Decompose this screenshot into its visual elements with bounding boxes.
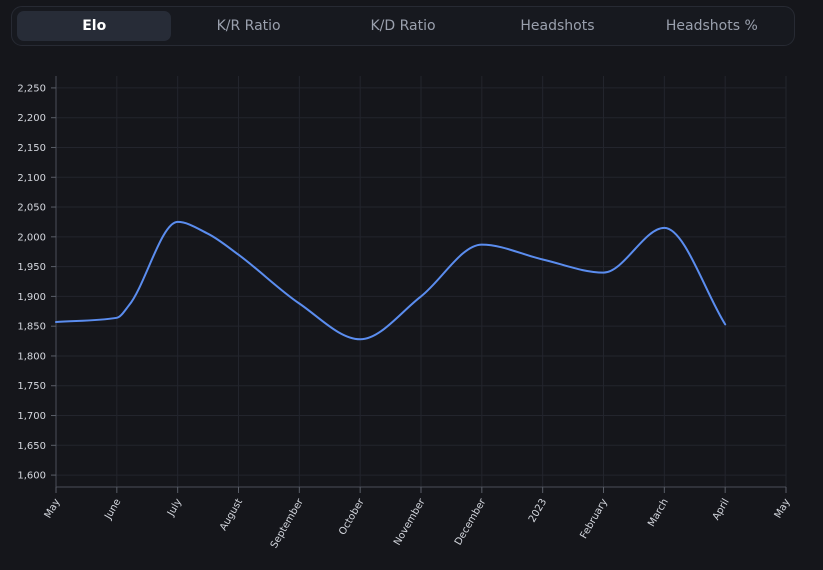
- x-tick-label: March: [646, 497, 671, 529]
- x-tick-label: December: [453, 496, 489, 547]
- x-tick-label: February: [578, 497, 610, 541]
- tab-headshots[interactable]: Headshots: [520, 18, 595, 34]
- y-tick-label: 1,950: [17, 262, 46, 273]
- tab-kd-ratio[interactable]: K/D Ratio: [370, 18, 436, 34]
- elo-series-line: [55, 220, 727, 341]
- y-tick-label: 2,000: [17, 232, 46, 243]
- y-tick-label: 2,200: [17, 113, 46, 124]
- tab-headshots-percent[interactable]: Headshots %: [665, 18, 758, 34]
- tab-elo[interactable]: Elo: [17, 11, 172, 41]
- x-tick-label: July: [165, 497, 184, 519]
- x-tick-label: September: [269, 496, 307, 550]
- x-tick-label: August: [218, 497, 245, 533]
- y-tick-label: 1,750: [17, 381, 46, 392]
- y-tick-label: 1,650: [17, 441, 46, 452]
- y-tick-label: 2,100: [17, 173, 46, 184]
- x-tick-label: May: [43, 497, 63, 520]
- x-tick-label: June: [103, 497, 124, 522]
- y-tick-label: 1,600: [17, 471, 46, 482]
- x-tick-label: November: [392, 496, 428, 547]
- stat-tabs: Elo K/R Ratio K/D Ratio Headshots Headsh…: [11, 6, 795, 46]
- x-tick-label: 2023: [527, 497, 549, 525]
- y-tick-label: 1,900: [17, 292, 46, 303]
- y-tick-label: 1,700: [17, 411, 46, 422]
- tab-kr-ratio[interactable]: K/R Ratio: [216, 18, 281, 34]
- y-tick-label: 2,250: [17, 83, 46, 94]
- y-axis-ticks: 1,600 1,650 1,700 1,750 1,800 1,850 1,900 1,950…: [17, 83, 56, 482]
- y-tick-label: 2,150: [17, 143, 46, 154]
- x-tick-label: April: [711, 497, 732, 522]
- x-tick-label: October: [337, 496, 367, 537]
- y-tick-label: 1,800: [17, 351, 46, 362]
- chart-grid: [55, 76, 787, 487]
- y-tick-label: 1,850: [17, 322, 46, 333]
- x-axis-ticks: May June July August September October Novembe…: [43, 487, 793, 550]
- y-tick-label: 2,050: [17, 203, 46, 214]
- x-tick-label: May: [773, 497, 793, 520]
